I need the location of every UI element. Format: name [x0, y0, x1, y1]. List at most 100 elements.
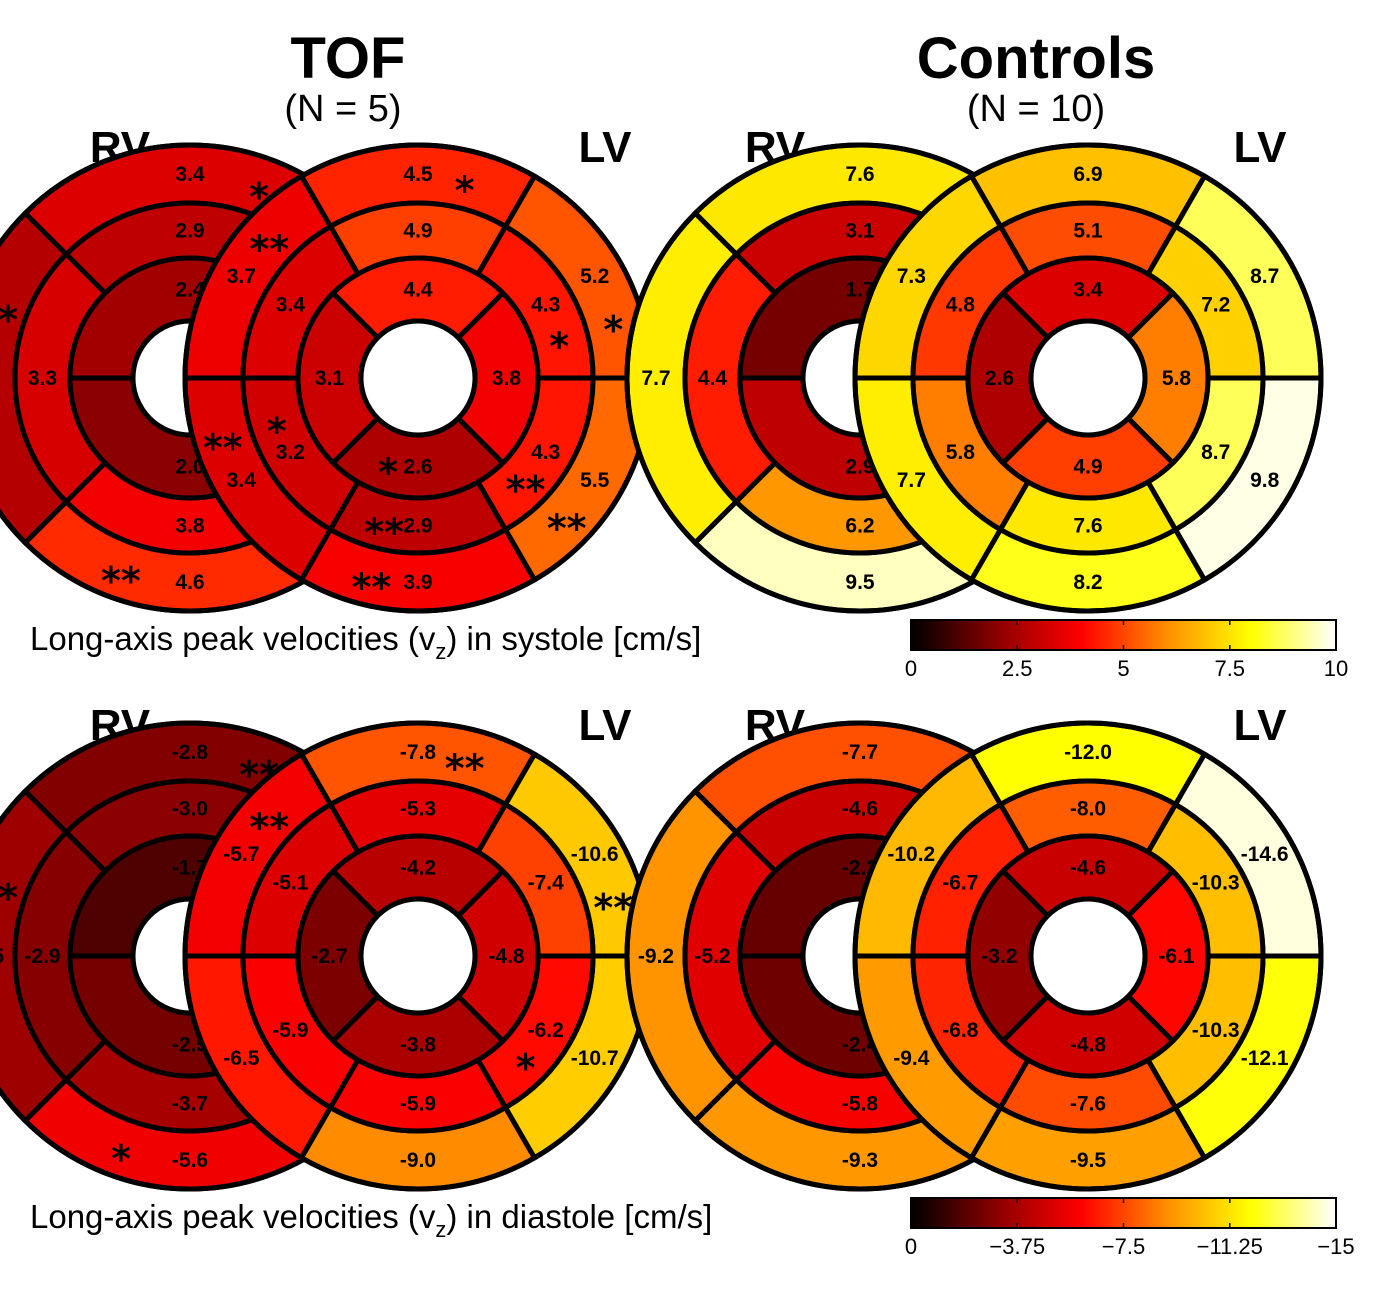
segment-value-apical-1: -4.2 — [400, 857, 436, 880]
segment-value-basal-2: 7.3 — [897, 265, 926, 288]
bullseye-center-hole — [358, 896, 478, 1016]
segment-value-basal-2: 3.7 — [227, 265, 256, 288]
segment-value-basal-5: 5.5 — [580, 469, 610, 492]
segment-value-mid-6: 7.2 — [1201, 293, 1230, 316]
segment-value-mid-2: 3.3 — [28, 367, 57, 390]
colorbar-systole: 0 2.5 5 7.5 10 — [905, 619, 1348, 681]
segment-value-basal-6: -14.6 — [1241, 843, 1289, 866]
segment-value-mid-5: -6.2 — [528, 1019, 564, 1042]
segment-value-apical-1: 4.4 — [403, 279, 433, 302]
significance-marker-basal-3: ** — [203, 426, 243, 470]
segment-value-basal-5: 9.8 — [1250, 469, 1280, 492]
segment-value-mid-3: -5.9 — [272, 1019, 308, 1042]
segment-value-basal-2: -9.2 — [638, 945, 674, 968]
bullseye-tof-diastole-lv: -7.8 **-5.7**-6.5-9.0-10.7-10.6**-5.3-5.1… — [182, 720, 654, 1192]
segment-value-basal-1: -2.8 — [172, 741, 209, 764]
segment-value-apical-3: 4.9 — [1073, 456, 1102, 479]
colorbar-tick-label: −11.25 — [1197, 1234, 1263, 1259]
caption-diastole: Long-axis peak velocities (vz) in diasto… — [30, 1198, 712, 1242]
caption-systole: Long-axis peak velocities (vz) in systol… — [30, 620, 701, 664]
segment-value-mid-3: -5.8 — [842, 1093, 879, 1116]
label-lv-controls-diastole: LV — [1234, 701, 1288, 750]
segment-value-basal-6: 5.2 — [580, 265, 609, 288]
colorbar-tick-label: 0 — [905, 656, 917, 681]
segment-value-basal-3: -5.6 — [172, 1149, 208, 1172]
segment-value-mid-1: -5.3 — [400, 798, 436, 821]
segment-value-apical-2: 2.0 — [175, 456, 204, 479]
segment-value-mid-3: 3.8 — [175, 515, 205, 538]
segment-value-apical-2: 2.6 — [985, 367, 1014, 390]
segment-value-basal-1: -12.0 — [1064, 741, 1112, 764]
segment-value-basal-4: 3.9 — [403, 571, 432, 594]
segment-value-mid-3: -6.8 — [942, 1019, 979, 1042]
segment-value-mid-4: -7.6 — [1070, 1093, 1106, 1116]
bullseye-outline — [852, 142, 1324, 614]
significance-marker-basal-2: ** — [0, 876, 18, 920]
segment-value-basal-2: 2.7 — [0, 367, 1, 390]
segment-value-apical-3: -4.8 — [1070, 1034, 1107, 1057]
tof-n: (N = 5) — [284, 88, 401, 130]
colorbar-tick-label: −7.5 — [1102, 1234, 1145, 1259]
bullseye-center-hole — [1028, 896, 1148, 1016]
colorbar-diastole: 0 −3.75 −7.5 −11.25 −15 — [905, 1197, 1355, 1259]
segment-value-mid-1: 4.9 — [403, 220, 432, 243]
segment-value-basal-1: 6.9 — [1073, 163, 1102, 186]
segment-value-mid-1: -8.0 — [1070, 798, 1106, 821]
label-lv-tof-diastole: LV — [579, 701, 633, 750]
segment-value-apical-2: -2.7 — [311, 945, 347, 968]
segment-value-mid-6: 4.3 — [531, 293, 560, 316]
segment-value-apical-4: 5.8 — [1162, 367, 1192, 390]
bullseye-controls-diastole-lv: -12.0 -10.2 -9.4 -9.5 -12.1 -14.6 -8.0 -6.7 -6.8… — [852, 720, 1324, 1192]
segment-value-basal-5: -12.1 — [1241, 1047, 1289, 1070]
bullseye-outline — [852, 720, 1324, 1192]
colorbar-tick-label: 0 — [905, 1234, 917, 1259]
segment-value-basal-3: 3.4 — [227, 469, 257, 492]
tof-title: TOF — [291, 26, 406, 91]
bullseye-tof-systole-lv: 4.5 *3.7**3.4**3.9**5.5**5.2*4.93.43.2*2.… — [182, 142, 654, 614]
colorbar-tick-label: −15 — [1317, 1234, 1354, 1259]
segment-value-mid-3: 3.2 — [276, 441, 305, 464]
colorbar-tick-label: 7.5 — [1214, 656, 1245, 681]
segment-value-basal-3: -9.3 — [842, 1149, 878, 1172]
colorbar-tick-label: 5 — [1117, 656, 1129, 681]
segment-value-mid-3: -3.7 — [172, 1093, 208, 1116]
significance-marker-basal-2: ** — [0, 298, 18, 342]
segment-value-mid-4: 7.6 — [1073, 515, 1102, 538]
controls-n: (N = 10) — [967, 88, 1105, 130]
label-lv-controls-systole: LV — [1234, 123, 1288, 172]
segment-value-basal-1: -7.7 — [842, 741, 878, 764]
segment-value-apical-4: -4.8 — [488, 945, 525, 968]
segment-value-basal-3: -9.4 — [893, 1047, 930, 1070]
segment-value-basal-4: -9.0 — [400, 1149, 436, 1172]
bullseye-controls-systole-lv: 6.9 7.3 7.7 8.2 9.8 8.7 5.1 4.8 5.8 7.6 8.7 7.2 3.4 2… — [852, 142, 1324, 614]
segment-value-mid-2: -5.1 — [272, 871, 309, 894]
segment-value-basal-6: -10.6 — [571, 843, 619, 866]
segment-value-mid-4: 2.9 — [403, 515, 432, 538]
segment-value-basal-3: 9.5 — [845, 571, 875, 594]
segment-value-basal-5: -10.7 — [571, 1047, 619, 1070]
segment-value-apical-2: 3.1 — [315, 367, 345, 390]
segment-value-apical-1: -4.6 — [1070, 857, 1106, 880]
significance-marker-mid-3: * — [267, 410, 287, 454]
segment-value-basal-1: 7.6 — [845, 163, 874, 186]
segment-value-basal-2: 7.7 — [641, 367, 670, 390]
label-lv-tof-systole: LV — [579, 123, 633, 172]
segment-value-mid-1: 3.1 — [845, 220, 875, 243]
segment-value-apical-3: 2.6 — [403, 456, 432, 479]
segment-value-mid-5: -10.3 — [1192, 1019, 1240, 1042]
segment-value-basal-2: -10.2 — [887, 843, 935, 866]
segment-value-mid-2: -2.9 — [24, 945, 60, 968]
segment-value-basal-3: -6.5 — [223, 1047, 260, 1070]
segment-value-mid-3: 5.8 — [946, 441, 976, 464]
segment-value-apical-3: -3.8 — [400, 1034, 437, 1057]
bullseye-center-hole — [358, 318, 478, 438]
colorbar-tick-label: −3.75 — [989, 1234, 1045, 1259]
segment-value-basal-3: 4.6 — [175, 571, 204, 594]
segment-value-apical-4: -6.1 — [1158, 945, 1195, 968]
significance-marker-mid-4: ** — [364, 511, 404, 555]
controls-title: Controls — [917, 26, 1155, 91]
segment-value-basal-1: -7.8 — [400, 741, 437, 764]
segment-value-mid-4: -5.9 — [400, 1093, 436, 1116]
segment-value-mid-1: 2.9 — [175, 220, 204, 243]
